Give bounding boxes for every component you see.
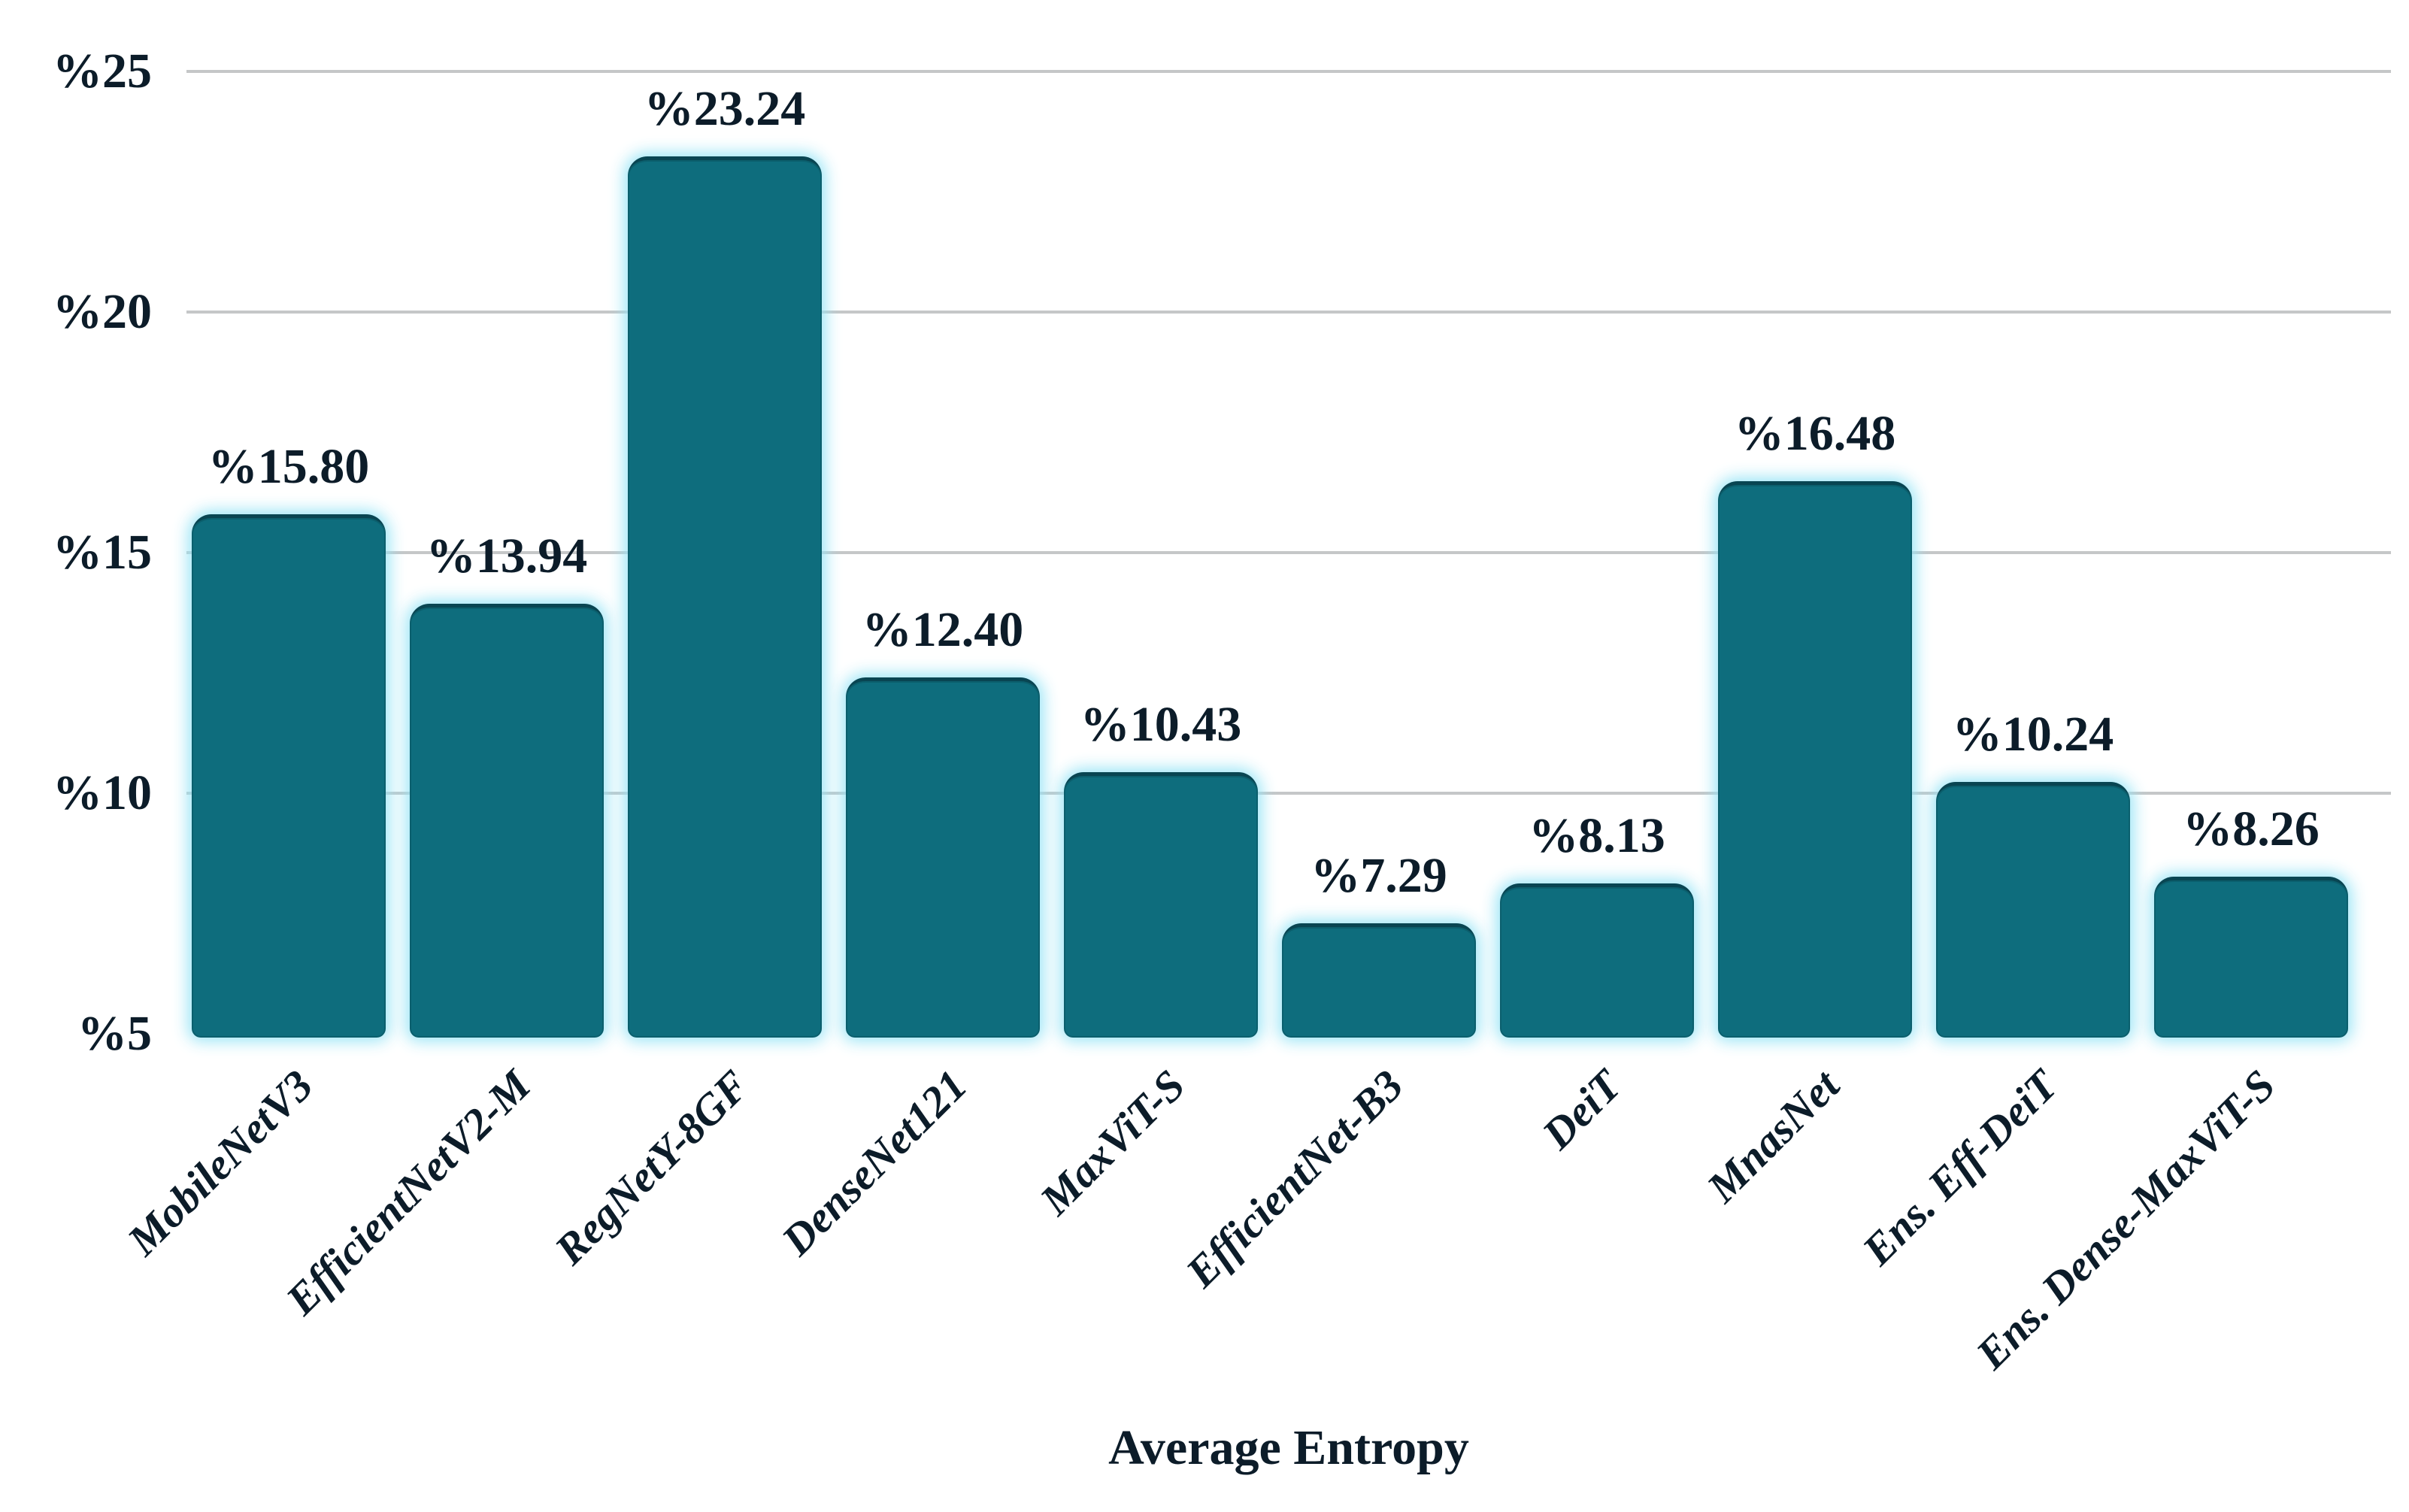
bar-MaxViT-S xyxy=(1064,772,1258,1038)
x-category-label: EfficientNet-B3 xyxy=(1176,1060,1413,1297)
bar-MnasNet xyxy=(1718,481,1912,1038)
bar-value-label: %16.48 xyxy=(1734,406,1896,462)
x-axis-title: Average Entropy xyxy=(1108,1420,1469,1475)
x-category-label: Ens. Eff-DeiT xyxy=(1853,1060,2067,1275)
bar-EfficientNetV2-M xyxy=(410,603,604,1038)
bar-MobileNetV3 xyxy=(192,514,386,1038)
bar-value-label: %7.29 xyxy=(1311,848,1447,904)
bar-RegNetY-8GF xyxy=(628,156,822,1038)
bar-value-label: %13.94 xyxy=(426,528,588,583)
y-tick-label-10: %10 xyxy=(53,765,152,820)
y-tick-label-25: %25 xyxy=(53,44,152,98)
x-category-label: MnasNet xyxy=(1697,1060,1849,1212)
x-category-label: DeiT xyxy=(1532,1060,1631,1159)
bar-value-label: %10.43 xyxy=(1080,697,1242,753)
bar-value-label: %8.26 xyxy=(2183,801,2320,857)
x-category-label: DenseNet121 xyxy=(772,1060,977,1265)
bar-value-label: %12.40 xyxy=(862,602,1024,658)
gridline-15 xyxy=(186,551,2391,554)
bar-value-label: %10.24 xyxy=(1952,706,2114,762)
gridline-20 xyxy=(186,311,2391,314)
bar-EfficientNet-B3 xyxy=(1282,923,1476,1038)
bar-Ens. Dense-MaxViT-S xyxy=(2154,877,2348,1038)
y-tick-label-20: %20 xyxy=(53,284,152,339)
y-tick-label-5: %5 xyxy=(77,1006,152,1061)
bar-value-label: %15.80 xyxy=(208,438,370,494)
x-category-label: MobileNetV3 xyxy=(118,1060,323,1265)
bar-Ens. Eff-DeiT xyxy=(1936,781,2130,1038)
y-tick-label-15: %15 xyxy=(53,525,152,580)
gridline-10 xyxy=(186,792,2391,795)
x-category-label: RegNetY-8GF xyxy=(544,1060,759,1274)
bar-DenseNet121 xyxy=(846,677,1040,1038)
bar-value-label: %23.24 xyxy=(644,80,806,136)
gridline-25 xyxy=(186,70,2391,73)
x-category-label: EfficientNetV2-M xyxy=(277,1060,541,1325)
bar-DeiT xyxy=(1500,883,1694,1038)
bar-value-label: %8.13 xyxy=(1529,808,1665,863)
x-category-label: MaxViT-S xyxy=(1030,1060,1195,1225)
